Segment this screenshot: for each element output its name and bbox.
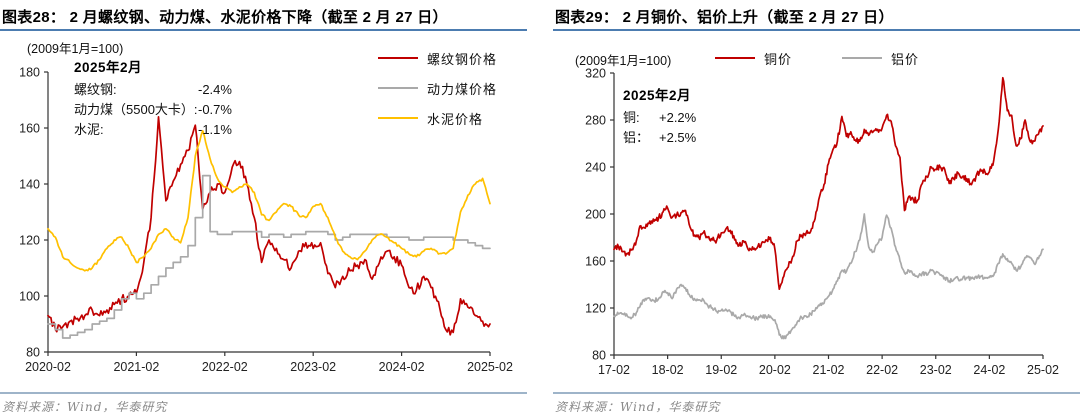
figure28-annotation: 2025年2月 螺纹钢: -2.4% 动力煤（5500大卡）: -0.7% 水泥…: [74, 58, 232, 140]
figure28-index-note: (2009年1月=100): [27, 42, 124, 56]
figure29-index-note: (2009年1月=100): [575, 54, 672, 68]
svg-text:2020-02: 2020-02: [25, 360, 71, 374]
svg-text:25-02: 25-02: [1027, 363, 1059, 377]
svg-text:140: 140: [19, 178, 40, 192]
svg-text:200: 200: [585, 208, 606, 222]
svg-text:22-02: 22-02: [866, 363, 898, 377]
svg-text:2022-02: 2022-02: [202, 360, 248, 374]
figure28-title: 图表28： 2 月螺纹钢、动力煤、水泥价格下降（截至 2 月 27 日）: [2, 9, 448, 26]
annotation-value: -0.7%: [198, 102, 232, 117]
svg-text:320: 320: [585, 67, 606, 81]
legend-line-swatch: [378, 87, 418, 89]
svg-text:2021-02: 2021-02: [113, 360, 159, 374]
figure28-legend: 螺纹钢价格 动力煤价格 水泥价格: [378, 43, 497, 133]
svg-text:160: 160: [19, 122, 40, 136]
annotation-value: -1.1%: [198, 122, 232, 137]
legend-line-swatch: [378, 57, 418, 59]
svg-text:2024-02: 2024-02: [379, 360, 425, 374]
svg-text:280: 280: [585, 114, 606, 128]
figure28-source-note: 资料来源：Wind，华泰研究: [2, 400, 168, 414]
annotation-heading: 2025年2月: [74, 60, 143, 75]
svg-text:19-02: 19-02: [705, 363, 737, 377]
figure28-panel: 图表28： 2 月螺纹钢、动力煤、水泥价格下降（截至 2 月 27 日） (20…: [0, 9, 527, 414]
legend-item-cement: 水泥价格: [378, 103, 497, 133]
figure29-legend: 铜价 铝价: [715, 50, 920, 67]
figure29-annotation: 2025年2月 铜: +2.2% 铝： +2.5%: [623, 86, 696, 148]
figure28-price-chart: 80 100 120 140 160 180 2020-02 2021-02 2022-02 20…: [19, 66, 513, 375]
annotation-value: +2.5%: [659, 130, 697, 145]
figure28-source-divider: [0, 392, 527, 394]
svg-text:21-02: 21-02: [813, 363, 845, 377]
figure29-title: 图表29： 2 月铜价、铝价上升（截至 2 月 27 日）: [555, 9, 894, 26]
svg-text:240: 240: [585, 161, 606, 175]
legend-item-copper: 铜价: [715, 50, 793, 67]
figure29-price-chart: 80 120 160 200 240 280 320 17-02 18-02 19-02 20-02…: [585, 67, 1059, 378]
annotation-label: 铝：: [623, 130, 650, 145]
figure29-title-underline: [553, 29, 1080, 31]
svg-text:2023-02: 2023-02: [290, 360, 336, 374]
legend-label: 铝价: [891, 51, 920, 67]
svg-text:160: 160: [585, 255, 606, 269]
svg-text:2025-02: 2025-02: [467, 360, 513, 374]
legend-label: 铜价: [764, 51, 793, 67]
svg-text:80: 80: [26, 346, 40, 360]
svg-text:120: 120: [19, 234, 40, 248]
legend-label: 动力煤价格: [427, 81, 498, 97]
legend-label: 水泥价格: [427, 111, 484, 127]
legend-line-swatch: [378, 117, 418, 119]
annotation-label: 螺纹钢:: [74, 82, 117, 97]
legend-label: 螺纹钢价格: [427, 51, 498, 67]
figure29-source-note: 资料来源：Wind，华泰研究: [555, 400, 721, 414]
legend-item-rebar: 螺纹钢价格: [378, 43, 497, 73]
figure29-source-divider: [553, 392, 1080, 394]
legend-item-aluminum: 铝价: [842, 50, 920, 67]
svg-text:17-02: 17-02: [598, 363, 630, 377]
annotation-value: +2.2%: [659, 110, 697, 125]
figure28-title-underline: [0, 29, 527, 31]
annotation-label: 动力煤（5500大卡）:: [74, 102, 198, 117]
annotation-heading: 2025年2月: [623, 88, 692, 103]
figure29-panel: 图表29： 2 月铜价、铝价上升（截至 2 月 27 日） (2009年1月=1…: [540, 0, 1080, 418]
svg-text:24-02: 24-02: [973, 363, 1005, 377]
svg-text:120: 120: [585, 302, 606, 316]
annotation-label: 铜:: [623, 110, 640, 125]
legend-line-swatch: [842, 57, 883, 59]
svg-text:80: 80: [592, 349, 606, 363]
svg-text:100: 100: [19, 290, 40, 304]
annotation-label: 水泥:: [74, 122, 104, 137]
annotation-value: -2.4%: [198, 82, 232, 97]
legend-line-swatch: [715, 57, 755, 59]
svg-text:18-02: 18-02: [652, 363, 684, 377]
svg-text:20-02: 20-02: [759, 363, 791, 377]
legend-item-coal: 动力煤价格: [378, 73, 497, 103]
svg-text:180: 180: [19, 66, 40, 80]
svg-text:23-02: 23-02: [920, 363, 952, 377]
